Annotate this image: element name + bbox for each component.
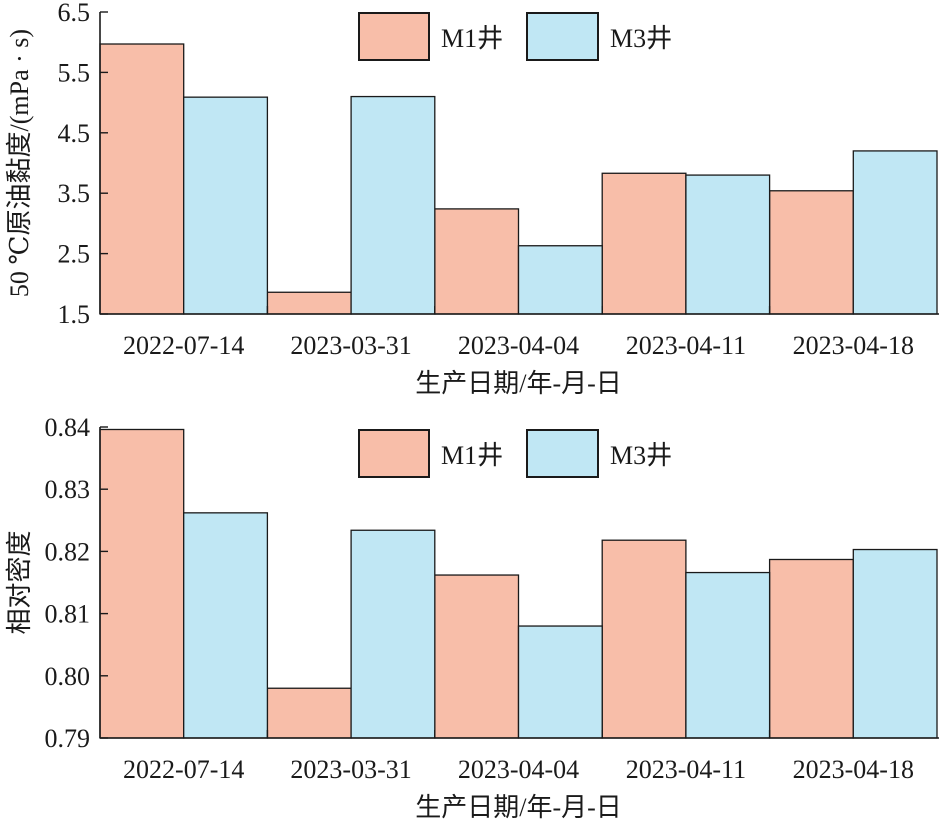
y-tick-label: 0.81 bbox=[45, 600, 91, 629]
legend-swatch-m3 bbox=[526, 12, 599, 61]
x-tick-label: 2023-03-31 bbox=[290, 755, 411, 784]
bar-m1-2022-07-14 bbox=[99, 43, 185, 315]
y-tick-label: 2.5 bbox=[58, 240, 91, 269]
y-tick-label: 3.5 bbox=[58, 179, 91, 208]
x-tick-label: 2023-03-31 bbox=[290, 331, 411, 360]
legend-swatch-m3 bbox=[526, 429, 599, 478]
y-tick-label: 6.5 bbox=[58, 0, 91, 27]
y-tick-label: 0.82 bbox=[45, 537, 91, 566]
y-tick-label: 5.5 bbox=[58, 58, 91, 87]
legend-label-m3: M3井 bbox=[610, 441, 672, 470]
x-tick-label: 2022-07-14 bbox=[123, 331, 244, 360]
bar-m1-2023-03-31 bbox=[266, 687, 352, 739]
bar-m1-2023-04-04 bbox=[434, 574, 520, 739]
bar-m1-2023-04-18 bbox=[768, 558, 854, 739]
x-tick-label: 2023-04-18 bbox=[793, 755, 914, 784]
x-tick-label: 2023-04-18 bbox=[793, 331, 914, 360]
y-tick-label: 1.5 bbox=[58, 300, 91, 329]
legend-label-m1: M1井 bbox=[441, 441, 503, 470]
legend-label-m3: M3井 bbox=[610, 24, 672, 53]
x-tick-label: 2022-07-14 bbox=[123, 755, 244, 784]
y-axis-title: 50 ℃原油黏度/(mPa · s) bbox=[5, 29, 34, 297]
y-tick-label: 0.83 bbox=[45, 475, 91, 504]
bar-m3-2023-04-11 bbox=[685, 174, 771, 315]
bar-m3-2023-04-18 bbox=[852, 548, 938, 739]
bar-m1-2023-04-18 bbox=[768, 190, 854, 315]
x-axis-title: 生产日期/年-月-日 bbox=[415, 793, 622, 822]
bar-m1-2023-04-04 bbox=[434, 208, 520, 315]
bar-m3-2023-04-04 bbox=[517, 245, 603, 315]
bar-m3-2022-07-14 bbox=[183, 512, 269, 739]
bar-m3-2023-03-31 bbox=[350, 529, 436, 739]
bar-m1-2023-03-31 bbox=[266, 291, 352, 315]
bar-m3-2023-04-04 bbox=[517, 625, 603, 739]
y-axis-title: 相对密度 bbox=[5, 530, 34, 634]
bar-m1-2022-07-14 bbox=[99, 428, 185, 739]
y-tick-label: 0.84 bbox=[45, 413, 91, 442]
x-tick-label: 2023-04-11 bbox=[626, 331, 746, 360]
bar-m3-2023-04-18 bbox=[852, 150, 938, 315]
chart-density: 0.79 0.80 0.81 0.82 0.83 0.84 2022-07-14 2023-0… bbox=[5, 413, 939, 822]
bar-m1-2023-04-11 bbox=[601, 172, 687, 315]
legend-swatch-m1 bbox=[358, 12, 430, 61]
legend-label-m1: M1井 bbox=[441, 24, 503, 53]
bar-m3-2023-04-11 bbox=[685, 571, 771, 739]
x-tick-label: 2023-04-11 bbox=[626, 755, 746, 784]
x-axis-title: 生产日期/年-月-日 bbox=[415, 369, 622, 398]
x-tick-label: 2023-04-04 bbox=[458, 755, 579, 784]
bar-m3-2023-03-31 bbox=[350, 95, 436, 315]
chart-viscosity: 1.5 2.5 3.5 4.5 5.5 6.5 2022-07-14 2023-03-31 20… bbox=[5, 0, 939, 398]
x-tick-label: 2023-04-04 bbox=[458, 331, 579, 360]
y-tick-label: 4.5 bbox=[58, 119, 91, 148]
y-tick-label: 0.79 bbox=[45, 724, 91, 753]
y-tick-label: 0.80 bbox=[45, 662, 91, 691]
bar-m3-2022-07-14 bbox=[183, 96, 269, 315]
legend-swatch-m1 bbox=[358, 429, 430, 478]
bar-m1-2023-04-11 bbox=[601, 539, 687, 739]
